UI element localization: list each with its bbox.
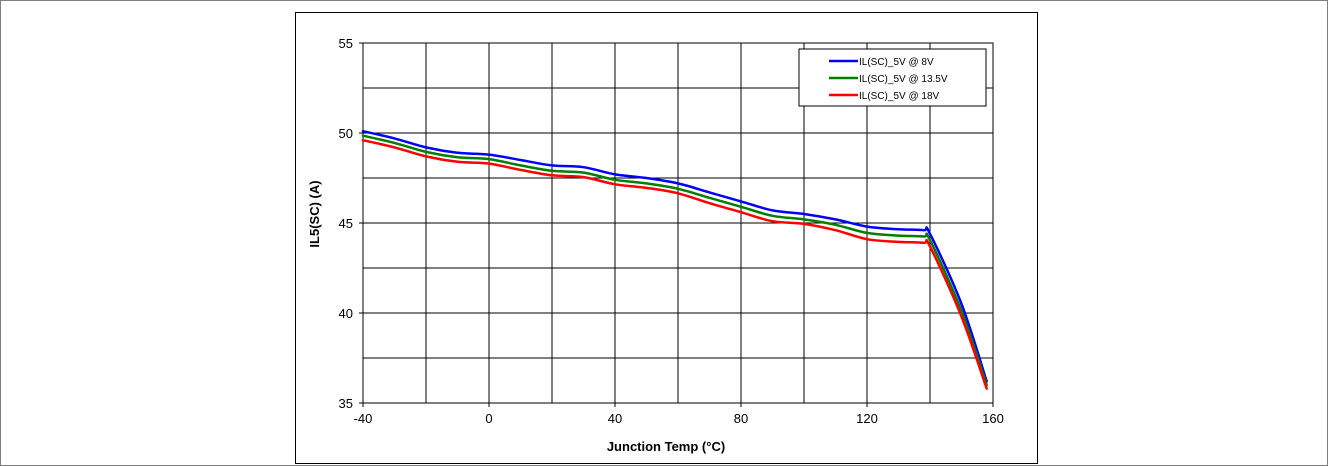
y-tick-label: 40 (339, 306, 353, 321)
legend-label-3: IL(SC)_5V @ 18V (859, 91, 940, 102)
series-lines (361, 129, 988, 390)
x-axis-title: Junction Temp (°C) (607, 439, 725, 454)
x-tick-label: 40 (608, 411, 622, 426)
series-line-2 (361, 134, 988, 387)
y-axis-title: IL5(SC) (A) (307, 180, 322, 247)
x-tick-label: 160 (982, 411, 1004, 426)
series-line-3 (361, 138, 988, 390)
x-tick-label: 80 (734, 411, 748, 426)
y-tick-label: 55 (339, 36, 353, 51)
legend-label-2: IL(SC)_5V @ 13.5V (859, 74, 948, 85)
x-tick-label: -40 (354, 411, 373, 426)
chart-area: -40 0 40 80 120 160 35 40 45 50 55 IL5(SC) (A) Jun… (295, 12, 1038, 464)
tick-labels: -40 0 40 80 120 160 35 40 45 50 55 (339, 36, 1004, 426)
legend: IL(SC)_5V @ 8V IL(SC)_5V @ 13.5V IL(SC)_5V… (798, 48, 987, 107)
series-line-1 (361, 129, 988, 383)
legend-items: IL(SC)_5V @ 8V IL(SC)_5V @ 13.5V IL(SC)_5V… (829, 57, 948, 102)
y-tick-label: 45 (339, 216, 353, 231)
legend-label-1: IL(SC)_5V @ 8V (859, 57, 934, 68)
x-tick-label: 0 (485, 411, 492, 426)
y-tick-label: 50 (339, 126, 353, 141)
x-tick-label: 120 (856, 411, 878, 426)
y-tick-label: 35 (339, 396, 353, 411)
line-chart: -40 0 40 80 120 160 35 40 45 50 55 IL5(SC) (A) Jun… (307, 36, 1004, 454)
grid (362, 42, 994, 404)
